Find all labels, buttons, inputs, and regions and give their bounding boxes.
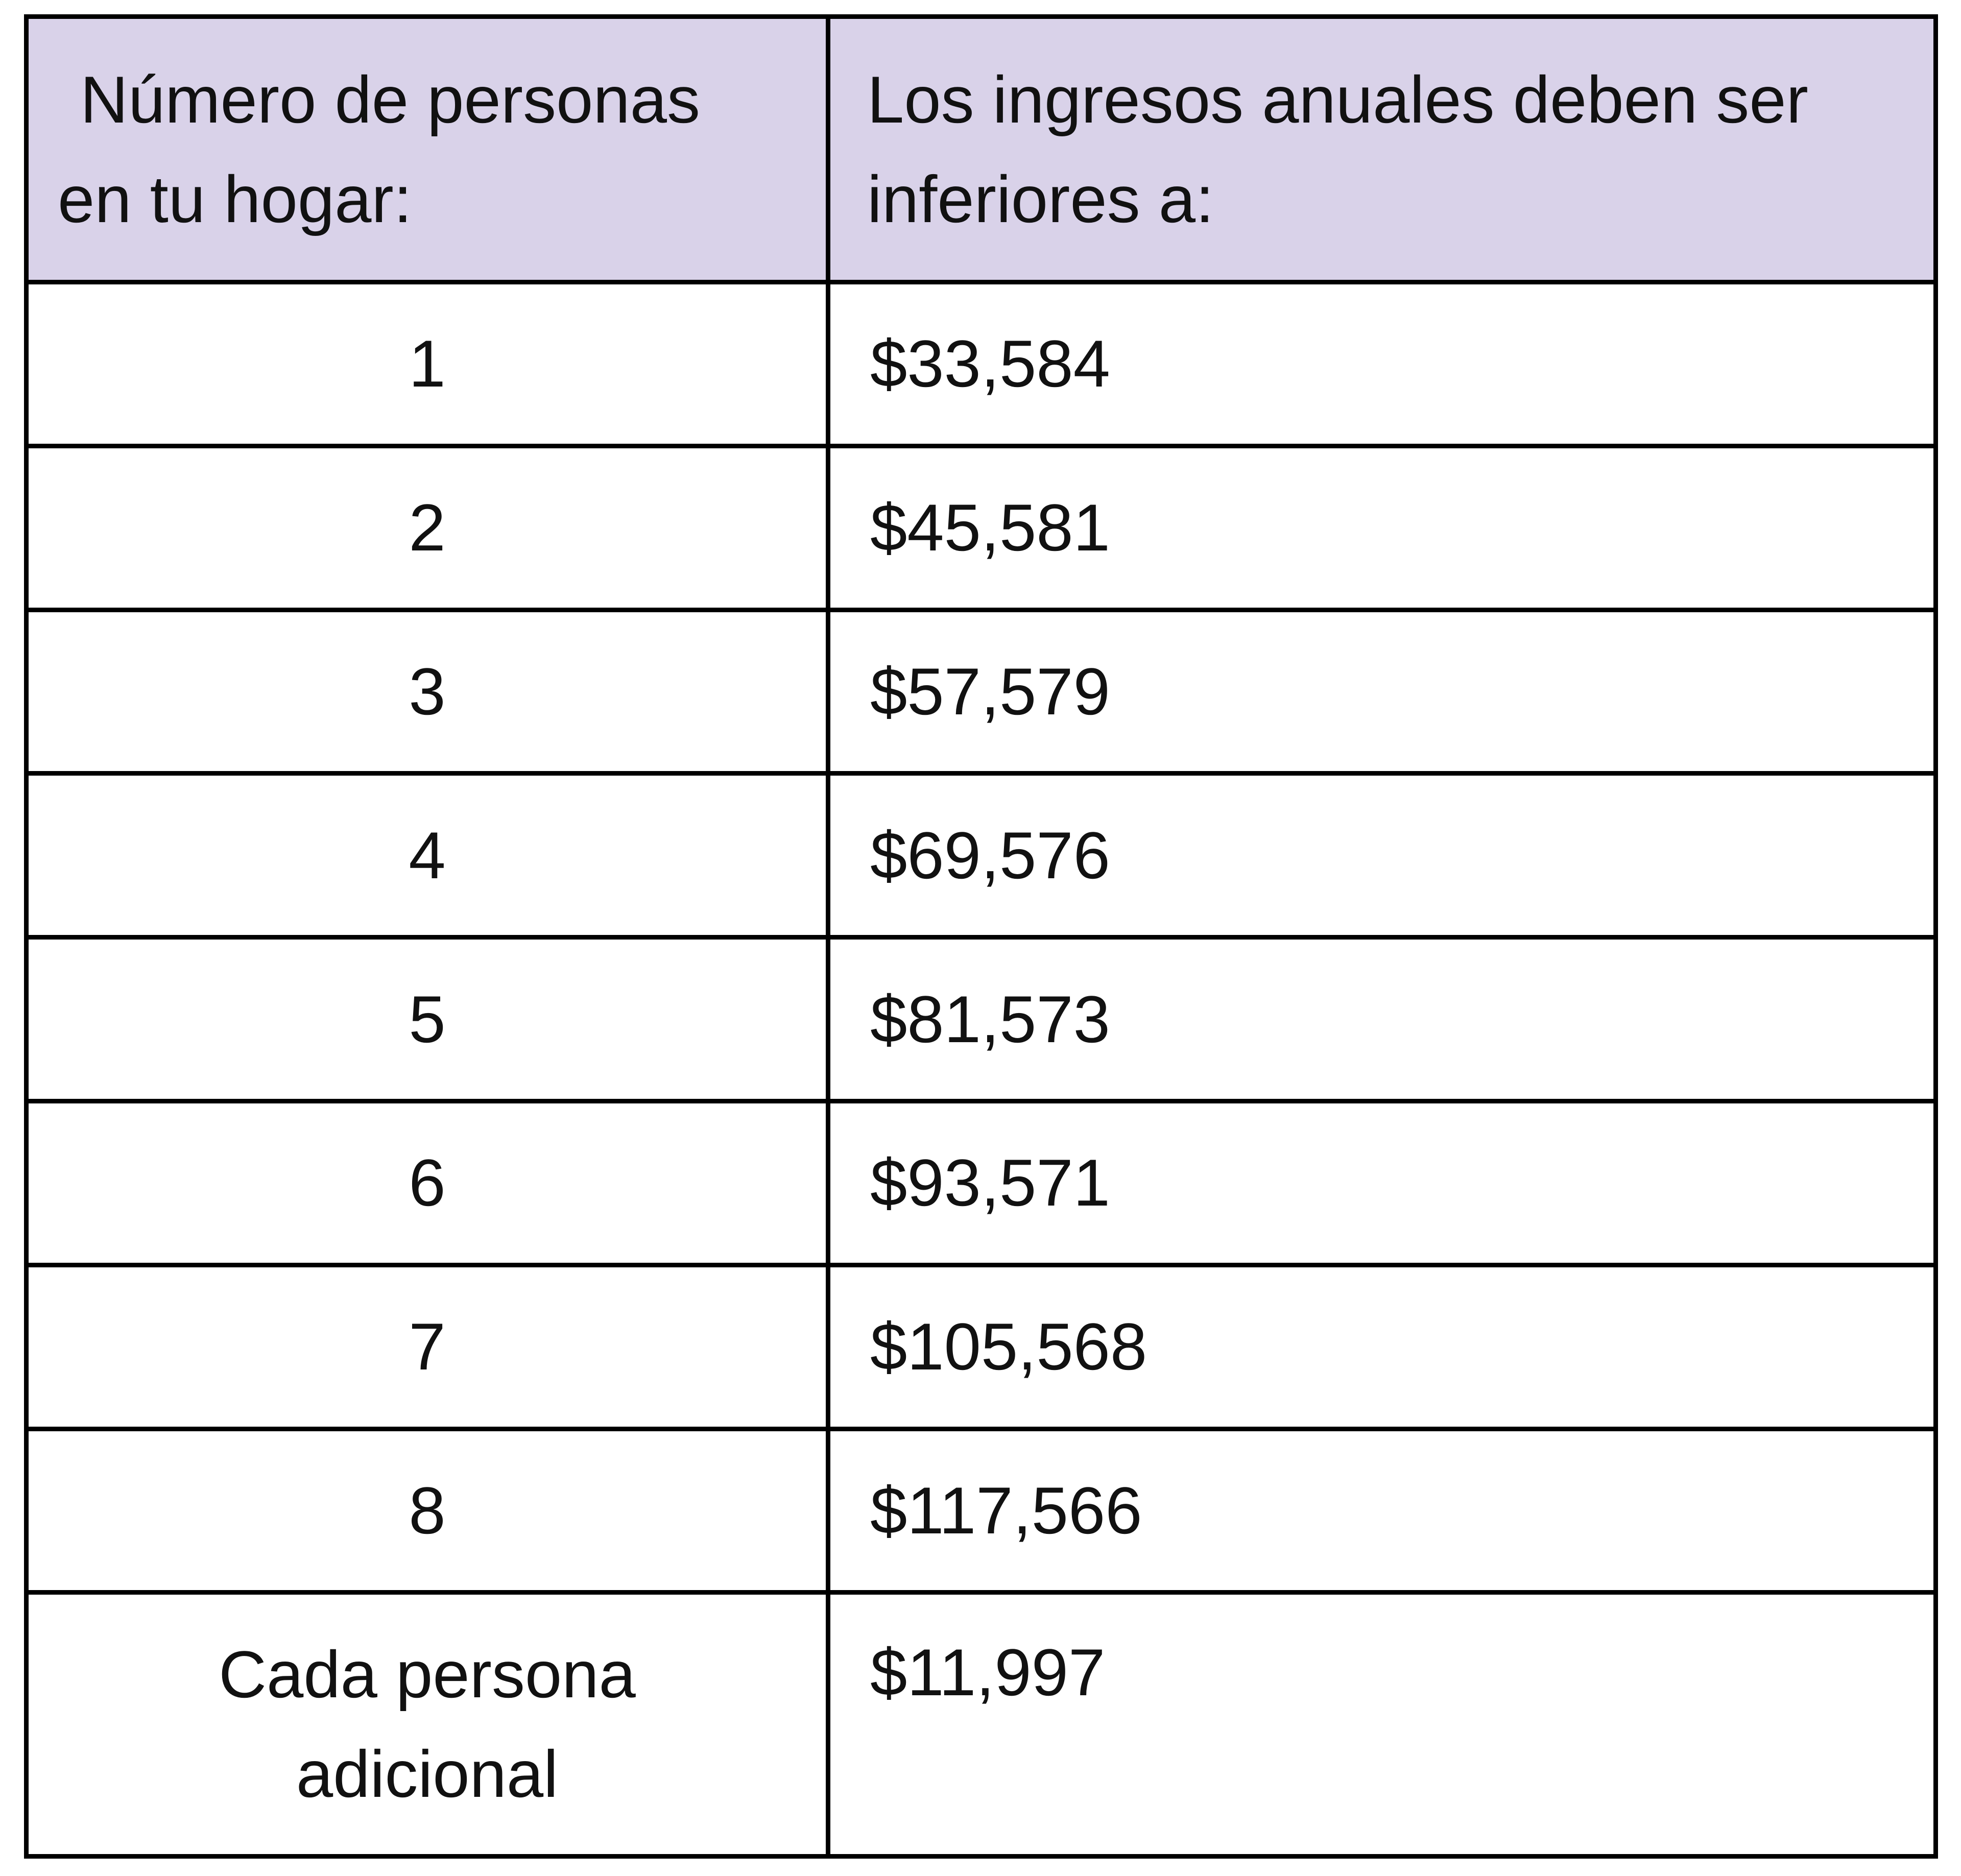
household-size-cell: 1 — [24, 280, 830, 448]
table-body: 1 $33,584 2 $45,581 3 $57,579 4 $69,576 … — [24, 280, 1938, 1859]
table-row: 7 $105,568 — [24, 1262, 1938, 1431]
table-row-additional-person: Cada persona adicional $11,997 — [24, 1590, 1938, 1859]
income-eligibility-table: Número de personas en tu hogar: Los ingr… — [24, 14, 1938, 1859]
header-row: Número de personas en tu hogar: Los ingr… — [24, 14, 1938, 284]
household-size-cell: Cada persona adicional — [24, 1590, 830, 1859]
household-size-cell: 5 — [24, 935, 830, 1103]
table-row: 5 $81,573 — [24, 935, 1938, 1103]
table-header: Número de personas en tu hogar: Los ingr… — [24, 14, 1938, 284]
income-limit-cell: $69,576 — [826, 771, 1938, 940]
income-limit-cell: $105,568 — [826, 1262, 1938, 1431]
household-size-cell: 3 — [24, 607, 830, 776]
household-size-cell: 7 — [24, 1262, 830, 1431]
table-row: 3 $57,579 — [24, 607, 1938, 776]
income-limit-cell: $45,581 — [826, 443, 1938, 612]
table-row: 2 $45,581 — [24, 443, 1938, 612]
household-size-column-header: Número de personas en tu hogar: — [24, 14, 830, 284]
household-size-cell: 2 — [24, 443, 830, 612]
table-row: 4 $69,576 — [24, 771, 1938, 940]
income-limit-cell: $81,573 — [826, 935, 1938, 1103]
table-row: 1 $33,584 — [24, 280, 1938, 448]
income-limit-cell: $93,571 — [826, 1098, 1938, 1267]
income-limit-column-header: Los ingresos anuales deben ser inferiore… — [826, 14, 1938, 284]
household-size-cell: 4 — [24, 771, 830, 940]
table-row: 8 $117,566 — [24, 1426, 1938, 1595]
household-size-cell: 6 — [24, 1098, 830, 1267]
income-limit-cell: $11,997 — [826, 1590, 1938, 1859]
income-limit-cell: $117,566 — [826, 1426, 1938, 1595]
income-limit-cell: $57,579 — [826, 607, 1938, 776]
income-limit-cell: $33,584 — [826, 280, 1938, 448]
household-size-cell: 8 — [24, 1426, 830, 1595]
table-row: 6 $93,571 — [24, 1098, 1938, 1267]
